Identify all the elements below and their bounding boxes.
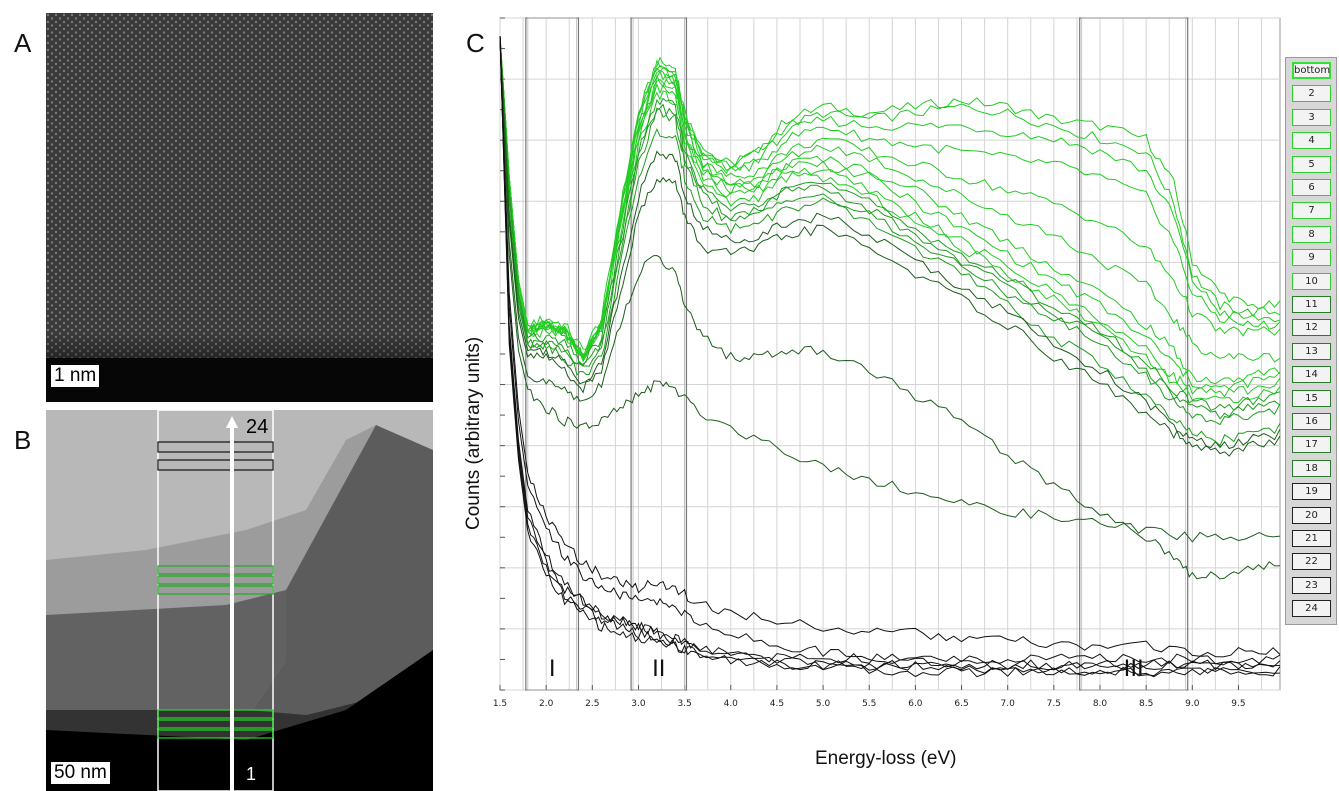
x-axis-title: Energy-loss (eV) (815, 748, 957, 769)
legend-item-9[interactable]: 9 (1292, 249, 1331, 267)
spectrum-line (499, 35, 1281, 385)
legend-item-5[interactable]: 5 (1292, 155, 1331, 173)
x-tick-label: 6.0 (908, 699, 923, 709)
x-tick-label: 1.5 (493, 699, 507, 709)
region-box-inner (632, 17, 685, 691)
legend-item-4[interactable]: 4 (1292, 132, 1331, 150)
legend-item-10[interactable]: 10 (1292, 272, 1331, 290)
region-label: I (549, 655, 556, 682)
spectrum-line (499, 35, 1281, 658)
x-tick-label: 9.0 (1185, 699, 1200, 709)
legend-item-3[interactable]: 3 (1292, 108, 1331, 126)
spectrum-line (499, 35, 1281, 671)
x-tick-label: 4.0 (724, 699, 739, 709)
x-tick-label: 7.5 (1047, 699, 1061, 709)
x-tick-label: 2.5 (585, 699, 599, 709)
legend-item-24[interactable]: 24 (1292, 600, 1331, 618)
legend-item-6[interactable]: 6 (1292, 179, 1331, 196)
x-tick-label: 8.0 (1093, 699, 1108, 709)
panel-a-image: 1 nm (46, 13, 433, 402)
x-tick-label: 8.5 (1139, 699, 1153, 709)
legend-item-7[interactable]: 7 (1292, 202, 1331, 220)
legend-item-22[interactable]: 22 (1292, 553, 1331, 571)
panel-b-letter: B (14, 425, 32, 455)
spectrum-line (499, 35, 1281, 665)
spectrum-line (499, 35, 1281, 404)
region-label: II (652, 655, 665, 682)
x-tick-label: 5.0 (816, 699, 831, 709)
x-tick-label: 2.0 (539, 699, 554, 709)
spectrum-line (499, 35, 1281, 447)
region-box-inner (1081, 17, 1187, 691)
legend-item-23[interactable]: 23 (1292, 576, 1331, 594)
eels-spectra-chart: 1.5 2.0 2.5 3.0 3.5 4.0 4.5 5.0 5.5 6.0 6.5 7.0 7.5 8… (493, 17, 1281, 709)
spectrum-line (499, 35, 1281, 420)
legend-item-bottom[interactable]: bottom (1292, 62, 1331, 79)
legend-item-18[interactable]: 18 (1292, 459, 1331, 477)
spectrum-line (499, 35, 1281, 671)
legend-item-14[interactable]: 14 (1292, 366, 1331, 384)
series-legend: bottom 2 3 4 5 6 7 8 9 10 11 12 13 14 15 16 17 18 19 20 21 22… (1285, 57, 1337, 625)
legend-item-15[interactable]: 15 (1292, 389, 1331, 407)
atomic-lattice-image (46, 13, 433, 402)
x-tick-label: 3.5 (677, 699, 691, 709)
x-tick-label: 7.0 (1001, 699, 1016, 709)
panel-b-scale-label: 50 nm (51, 762, 110, 784)
stem-cross-section-image (46, 410, 433, 791)
panel-b-scale-bar (56, 784, 114, 787)
arrow-top-label: 24 (246, 416, 269, 438)
legend-item-19[interactable]: 19 (1292, 483, 1331, 501)
x-tick-label: 9.5 (1231, 699, 1245, 709)
x-tick-label: 3.0 (631, 699, 646, 709)
legend-item-21[interactable]: 21 (1292, 530, 1331, 547)
y-axis-title: Counts (arbitrary units) (463, 336, 484, 530)
arrow-bottom-label: 1 (246, 764, 257, 784)
spectrum-line (499, 35, 1281, 457)
legend-item-13[interactable]: 13 (1292, 342, 1331, 360)
x-tick-label: 4.5 (770, 699, 784, 709)
spectrum-line (499, 35, 1281, 359)
x-tick-label: 5.5 (862, 699, 876, 709)
spectrum-line (499, 35, 1281, 398)
spectrum-line (499, 35, 1281, 543)
spectrum-line (499, 35, 1281, 450)
legend-item-16[interactable]: 16 (1292, 413, 1331, 430)
x-tick-label: 6.5 (954, 699, 968, 709)
panel-c-letter: C (466, 28, 485, 58)
spectrum-line (499, 35, 1281, 580)
spectrum-line (499, 35, 1281, 390)
panel-a-scale-label: 1 nm (51, 365, 100, 387)
panel-b-image: 24 1 50 nm (46, 410, 433, 791)
spectrum-line (499, 35, 1281, 426)
legend-item-12[interactable]: 12 (1292, 319, 1331, 337)
legend-item-8[interactable]: 8 (1292, 225, 1331, 243)
legend-item-20[interactable]: 20 (1292, 506, 1331, 524)
legend-item-17[interactable]: 17 (1292, 436, 1331, 454)
spectrum-line (499, 35, 1281, 412)
legend-item-2[interactable]: 2 (1292, 85, 1331, 103)
legend-item-11[interactable]: 11 (1292, 296, 1331, 313)
panel-a-letter: A (14, 28, 32, 58)
